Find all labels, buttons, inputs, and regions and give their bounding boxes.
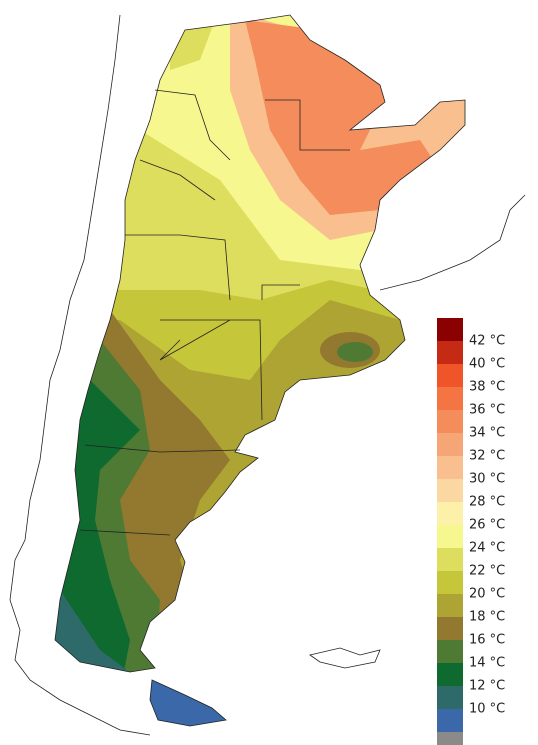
- legend-label: 22 °C: [469, 564, 505, 579]
- legend-label: 34 °C: [469, 426, 505, 441]
- legend-label: 32 °C: [469, 449, 505, 464]
- legend-swatch: [437, 617, 463, 640]
- legend-label: 10 °C: [469, 702, 505, 717]
- legend-label: 42 °C: [469, 334, 505, 349]
- legend-label: 14 °C: [469, 656, 505, 671]
- legend-swatch: [437, 594, 463, 617]
- legend-label: 18 °C: [469, 610, 505, 625]
- legend-label: 38 °C: [469, 380, 505, 395]
- province-borders: [79, 89, 350, 536]
- legend-swatch: [437, 456, 463, 479]
- legend-swatch: [437, 341, 463, 364]
- legend-swatch: [437, 387, 463, 410]
- legend-label: 26 °C: [469, 518, 505, 533]
- legend-swatch: [437, 364, 463, 387]
- argentina-outline: [54, 14, 466, 727]
- legend-label: 12 °C: [469, 679, 505, 694]
- legend-label: 36 °C: [469, 403, 505, 418]
- legend-label: 16 °C: [469, 633, 505, 648]
- legend-label: 40 °C: [469, 357, 505, 372]
- legend-swatch: [437, 433, 463, 456]
- legend-label: 20 °C: [469, 587, 505, 602]
- legend-swatch: [437, 479, 463, 502]
- legend-swatch: [437, 732, 463, 745]
- legend-swatch: [437, 548, 463, 571]
- legend-label: 24 °C: [469, 541, 505, 556]
- legend-label: 30 °C: [469, 472, 505, 487]
- chile-coast: [9, 14, 151, 736]
- legend-swatch: [437, 663, 463, 686]
- legend-swatch: [437, 318, 463, 341]
- legend-label: 28 °C: [469, 495, 505, 510]
- coast-features: [309, 194, 526, 669]
- legend-swatch: [437, 502, 463, 525]
- legend-swatch: [437, 525, 463, 548]
- legend-swatch: [437, 686, 463, 709]
- legend-swatch: [437, 709, 463, 732]
- legend-swatch: [437, 640, 463, 663]
- legend: 42 °C 40 °C 38 °C 36 °C 34 °C 32 °C 30 °C 28 °C…: [437, 318, 505, 745]
- legend-swatch: [437, 571, 463, 594]
- legend-swatch: [437, 410, 463, 433]
